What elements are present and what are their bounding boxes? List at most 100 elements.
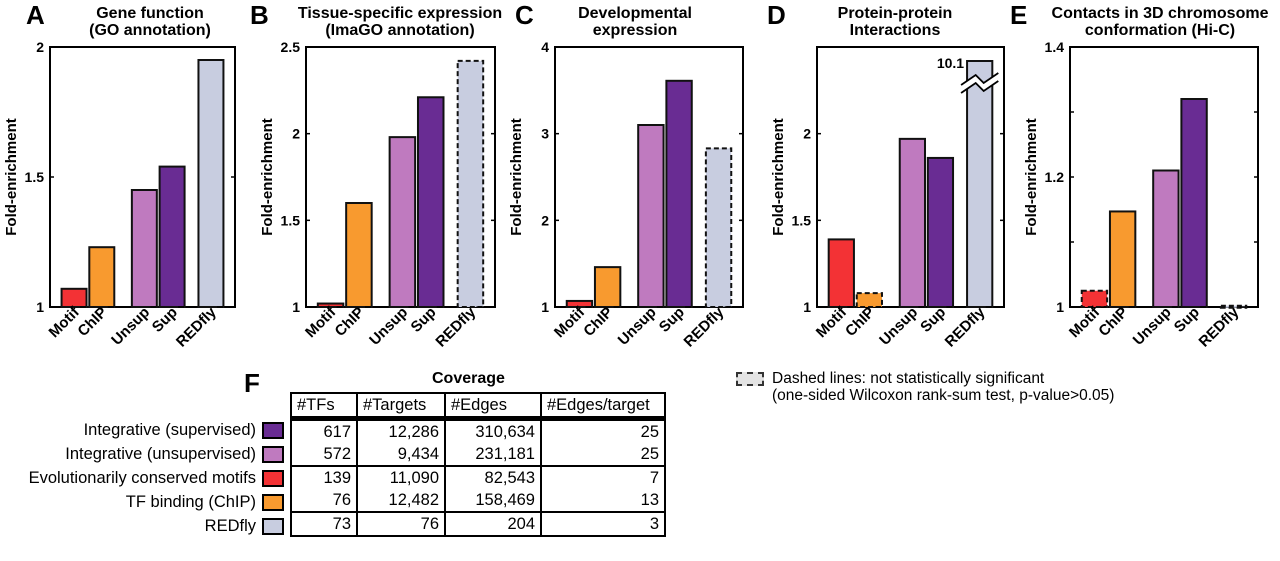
table-row: 76 12,482 158,469 13	[290, 489, 666, 513]
cell-targets: 12,482	[356, 489, 446, 513]
bar-motif	[60, 287, 88, 308]
chart-title: (GO annotation)	[89, 22, 211, 39]
bar-motif	[1080, 289, 1109, 308]
color-swatch	[262, 446, 284, 463]
cell-targets: 76	[356, 512, 446, 537]
row-label-redfly: REDfly	[0, 515, 286, 539]
y-axis-label: Fold-enrichment	[259, 118, 276, 236]
bar-unsup	[637, 124, 665, 308]
bar-value-label: 10.1	[937, 55, 964, 71]
cell-targets: 12,286	[356, 418, 446, 443]
color-swatch	[262, 518, 284, 535]
row-label-chip: TF binding (ChIP)	[0, 491, 286, 515]
x-tick-label: Unsup	[876, 304, 921, 349]
x-tick-label: REDfly	[173, 303, 220, 350]
bar-sup	[416, 96, 445, 309]
cell-targets: 11,090	[356, 466, 446, 489]
row-label-text: Integrative (unsupervised)	[65, 445, 256, 463]
cell-edges-per-target: 3	[540, 512, 666, 537]
chart-title: Interactions	[850, 22, 941, 39]
x-tick-label: ChIP	[74, 304, 110, 340]
row-label-text: Integrative (supervised)	[83, 421, 256, 439]
y-axis-label: Fold-enrichment	[770, 118, 787, 236]
panel-label: C	[515, 0, 534, 30]
x-tick-label: ChIP	[332, 304, 368, 340]
bar-chip	[855, 292, 883, 308]
bar-redfly	[704, 147, 733, 308]
bar-unsup	[130, 189, 158, 308]
bar-redfly	[456, 59, 485, 308]
y-tick-label: 2	[541, 212, 549, 228]
panel-e: E Contacts in 3D chromosome conformation (…	[1010, 0, 1269, 370]
coverage-section: F Coverage Integrative (supervised) Inte…	[0, 368, 700, 561]
table-row: 139 11,090 82,543 7	[290, 466, 666, 489]
chart-b-svg: B Tissue-specific expression(ImaGO annota…	[250, 0, 502, 351]
x-tick-label: Unsup	[366, 304, 411, 349]
chart-title: Gene function	[96, 5, 204, 22]
x-tick-label: Sup	[656, 304, 688, 336]
column-header-edges-per-target: #Edges/target	[540, 392, 666, 421]
cell-tfs: 73	[290, 512, 358, 537]
cell-tfs: 76	[290, 489, 358, 513]
y-tick-label: 2	[803, 126, 811, 142]
column-header-edges: #Edges	[444, 392, 542, 421]
x-tick-label: Motif	[813, 303, 851, 341]
legend-line-2: (one-sided Wilcoxon rank-sum test, p-val…	[772, 387, 1115, 404]
column-header-tfs: #TFs	[290, 392, 358, 421]
legend-line-1: Dashed lines: not statistically signific…	[772, 370, 1045, 387]
chart-title: Developmental	[578, 5, 692, 22]
axis-break-gap	[959, 74, 1001, 92]
x-tick-label: ChIP	[842, 304, 878, 340]
x-tick-label: Sup	[917, 304, 949, 336]
x-tick-label: Motif	[1066, 303, 1104, 341]
y-axis-label: Fold-enrichment	[3, 118, 20, 236]
cell-edges-per-target: 25	[540, 443, 666, 467]
panel-label: D	[767, 0, 786, 30]
legend-text: Dashed lines: not statistically signific…	[772, 370, 1114, 404]
cell-targets: 9,434	[356, 443, 446, 467]
x-tick-label: Motif	[302, 303, 340, 341]
y-tick-label: 1	[1056, 299, 1064, 315]
bar-sup	[158, 165, 186, 308]
chart-title: Contacts in 3D chromosome	[1052, 5, 1269, 22]
y-axis-label: Fold-enrichment	[1023, 118, 1040, 236]
x-tick-label: Sup	[149, 304, 181, 336]
y-tick-label: 1.5	[281, 212, 301, 228]
cell-edges-per-target: 13	[540, 489, 666, 513]
chart-a-svg: A Gene function(GO annotation) 1 1.5 2 Fold-e…	[3, 0, 236, 351]
x-tick-label: Unsup	[615, 304, 660, 349]
bar-chip	[593, 266, 622, 308]
row-label-text: TF binding (ChIP)	[125, 493, 256, 511]
cell-edges: 82,543	[444, 466, 542, 489]
bar-redfly	[197, 59, 225, 308]
y-tick-label: 2.5	[281, 39, 301, 55]
x-tick-label: Unsup	[1130, 304, 1175, 349]
panel-a: A Gene function (GO annotation) 1 1.5 2 Fold-e…	[0, 0, 256, 370]
bar-unsup	[898, 137, 926, 308]
y-tick-label: 1.5	[25, 169, 45, 185]
cell-edges: 310,634	[444, 418, 542, 443]
y-tick-label: 1	[36, 299, 44, 315]
coverage-row-labels: Integrative (supervised) Integrative (un…	[0, 419, 286, 539]
x-tick-label: Unsup	[108, 304, 153, 349]
chart-title: expression	[593, 22, 677, 39]
chart-title: conformation (Hi-C)	[1085, 22, 1235, 39]
table-row: 572 9,434 231,181 25	[290, 443, 666, 467]
y-tick-label: 2	[292, 126, 300, 142]
color-swatch	[262, 470, 284, 487]
panel-label-f: F	[244, 368, 260, 398]
x-tick-label: REDfly	[432, 303, 479, 350]
chart-title: Protein-protein	[838, 5, 953, 22]
bar-chip	[1108, 210, 1137, 308]
y-tick-label: 1.5	[792, 212, 812, 228]
cell-edges: 158,469	[444, 489, 542, 513]
table-header-row: #TFs #Targets #Edges #Edges/target	[290, 392, 666, 421]
axis-break-mark	[960, 72, 999, 86]
chart-title: Tissue-specific expression	[298, 5, 502, 22]
bar-redfly	[966, 60, 994, 308]
cell-tfs: 139	[290, 466, 358, 489]
row-label-text: REDfly	[204, 517, 256, 535]
panel-label: B	[250, 0, 269, 30]
x-tick-label: Sup	[1171, 304, 1203, 336]
